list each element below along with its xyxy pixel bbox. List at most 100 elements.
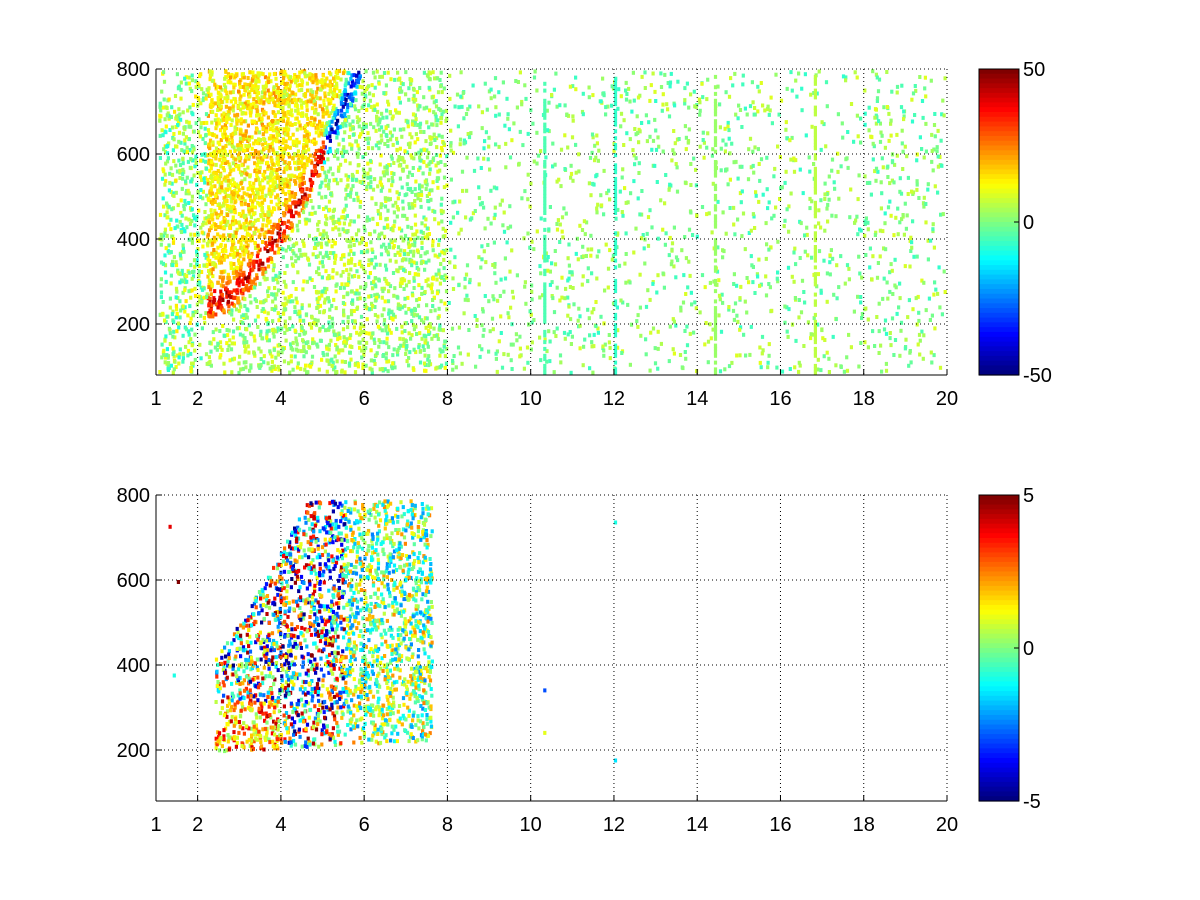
- heatmap-cell: [387, 289, 391, 294]
- heatmap-cell: [681, 366, 685, 371]
- heatmap-cell: [184, 191, 188, 196]
- heatmap-cell: [290, 190, 294, 195]
- heatmap-cell: [290, 108, 294, 113]
- heatmap-cell: [267, 220, 271, 225]
- heatmap-cell: [290, 228, 294, 233]
- heatmap-cell: [212, 337, 216, 342]
- heatmap-cell: [255, 163, 259, 168]
- heatmap-cell: [402, 127, 406, 132]
- heatmap-cell: [427, 232, 431, 236]
- heatmap-cell: [331, 239, 335, 243]
- heatmap-cell: [387, 282, 391, 287]
- heatmap-cell: [320, 107, 325, 112]
- heatmap-cell: [327, 347, 331, 352]
- heatmap-cell: [259, 357, 263, 361]
- heatmap-cell: [214, 146, 219, 151]
- heatmap-cell: [269, 170, 273, 175]
- heatmap-cell: [178, 163, 183, 167]
- heatmap-cell: [358, 259, 362, 264]
- heatmap-cell: [900, 141, 904, 146]
- heatmap-cell: [347, 95, 351, 100]
- heatmap-cell: [438, 153, 442, 158]
- heatmap-cell: [440, 363, 444, 368]
- heatmap-cell: [168, 180, 172, 185]
- heatmap-cell: [218, 329, 222, 333]
- heatmap-cell: [274, 277, 279, 282]
- heatmap-cell: [301, 239, 305, 244]
- heatmap-cell: [216, 95, 220, 100]
- heatmap-cell: [419, 254, 423, 259]
- heatmap-cell: [257, 73, 261, 78]
- heatmap-cell: [407, 307, 411, 311]
- heatmap-cell: [420, 184, 424, 189]
- heatmap-cell: [277, 367, 281, 372]
- heatmap-cell: [321, 73, 325, 78]
- heatmap-cell: [303, 128, 307, 133]
- heatmap-cell: [181, 290, 185, 295]
- heatmap-cell: [435, 136, 439, 141]
- heatmap-cell: [196, 102, 200, 107]
- heatmap-cell: [250, 202, 255, 207]
- heatmap-cell: [239, 181, 243, 185]
- heatmap-cell: [423, 290, 427, 294]
- heatmap-cell: [170, 234, 174, 239]
- heatmap-cell: [346, 315, 350, 320]
- heatmap-cell: [295, 116, 299, 121]
- heatmap-cell: [433, 138, 437, 142]
- heatmap-cell: [318, 232, 322, 237]
- heatmap-cell: [397, 155, 401, 159]
- heatmap-cell: [179, 117, 183, 122]
- heatmap-cell: [217, 260, 222, 265]
- heatmap-cell: [330, 127, 334, 132]
- heatmap-cell: [237, 275, 241, 280]
- heatmap-cell: [181, 351, 186, 356]
- heatmap-cell: [494, 142, 498, 147]
- heatmap-cell: [208, 271, 212, 276]
- heatmap-cell: [724, 90, 728, 95]
- heatmap-cell: [859, 300, 863, 305]
- heatmap-cell: [444, 119, 448, 123]
- heatmap-cell: [351, 319, 355, 324]
- heatmap-cell: [214, 312, 218, 317]
- heatmap-cell: [239, 94, 243, 99]
- heatmap-cell: [310, 354, 315, 359]
- heatmap-cell: [390, 171, 394, 176]
- heatmap-cell: [191, 363, 195, 368]
- heatmap-cell: [654, 128, 658, 133]
- heatmap-cell: [889, 213, 893, 218]
- heatmap-cell: [369, 184, 373, 189]
- heatmap-cell: [439, 145, 444, 150]
- heatmap-cell: [301, 329, 306, 334]
- heatmap-cell: [345, 337, 349, 342]
- heatmap-cell: [414, 179, 418, 184]
- heatmap-cell: [283, 82, 287, 86]
- heatmap-cell: [193, 216, 197, 221]
- heatmap-cell: [337, 350, 341, 355]
- heatmap-cell: [411, 253, 416, 258]
- heatmap-cell: [193, 332, 197, 337]
- heatmap-cell: [736, 319, 740, 324]
- heatmap-cell: [429, 286, 433, 291]
- heatmap-cell: [335, 345, 339, 350]
- heatmap-cell: [226, 95, 230, 99]
- heatmap-cell: [362, 97, 366, 102]
- heatmap-cell: [420, 240, 424, 245]
- heatmap-cell: [306, 257, 311, 262]
- heatmap-cell: [228, 310, 232, 315]
- heatmap-cell: [419, 261, 423, 266]
- heatmap-cell: [229, 99, 233, 104]
- heatmap-cell: [220, 270, 224, 275]
- heatmap-cell: [268, 366, 272, 371]
- heatmap-cell: [284, 177, 288, 182]
- heatmap-cell: [254, 79, 258, 84]
- heatmap-cell: [213, 208, 217, 213]
- heatmap-cell: [866, 345, 870, 350]
- heatmap-cell: [392, 161, 396, 165]
- heatmap-cell: [343, 207, 347, 212]
- heatmap-cell: [197, 299, 202, 304]
- heatmap-cell: [278, 271, 282, 275]
- heatmap-cell: [299, 328, 304, 333]
- heatmap-cell: [166, 156, 170, 161]
- heatmap-cell: [266, 322, 270, 327]
- heatmap-cell: [293, 160, 297, 165]
